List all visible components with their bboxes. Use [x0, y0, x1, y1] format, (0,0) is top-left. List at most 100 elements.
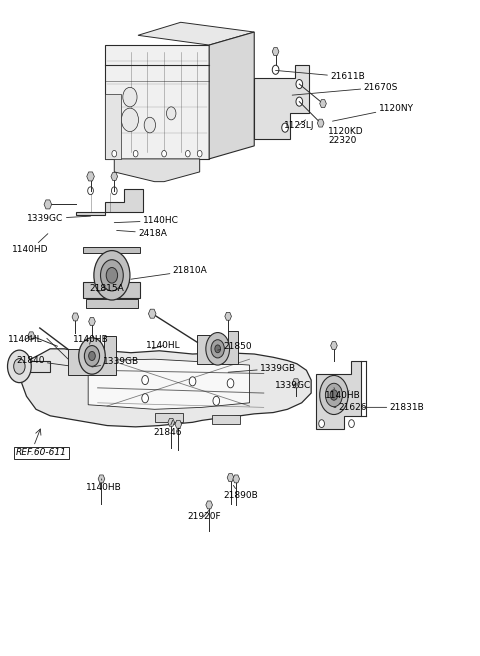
- Circle shape: [348, 420, 354, 428]
- Circle shape: [197, 150, 202, 157]
- Polygon shape: [84, 282, 140, 298]
- Circle shape: [89, 352, 96, 361]
- Polygon shape: [88, 359, 250, 409]
- Circle shape: [330, 390, 338, 400]
- Circle shape: [296, 79, 302, 89]
- Polygon shape: [316, 361, 361, 429]
- Text: 1140HL: 1140HL: [8, 335, 42, 344]
- Polygon shape: [105, 94, 121, 159]
- Polygon shape: [89, 318, 96, 325]
- Circle shape: [162, 150, 167, 157]
- Text: 21831B: 21831B: [363, 403, 424, 412]
- Text: 1140HB: 1140HB: [325, 388, 361, 400]
- Circle shape: [106, 268, 118, 283]
- Text: 1123LJ: 1123LJ: [284, 120, 314, 130]
- Text: 21890B: 21890B: [223, 485, 258, 501]
- Polygon shape: [320, 100, 326, 108]
- Text: 1140HD: 1140HD: [12, 234, 49, 255]
- Text: 22320: 22320: [328, 136, 357, 145]
- Text: 1140HB: 1140HB: [73, 335, 109, 344]
- Text: 21670S: 21670S: [292, 83, 398, 95]
- Circle shape: [272, 65, 279, 74]
- Polygon shape: [76, 190, 143, 215]
- Polygon shape: [227, 474, 234, 482]
- Polygon shape: [209, 32, 254, 159]
- Polygon shape: [155, 413, 183, 422]
- Polygon shape: [206, 501, 213, 509]
- Polygon shape: [28, 332, 35, 340]
- Polygon shape: [68, 337, 116, 375]
- Polygon shape: [72, 313, 79, 321]
- Circle shape: [215, 345, 220, 353]
- Circle shape: [213, 396, 219, 405]
- Text: 1339GC: 1339GC: [275, 380, 312, 390]
- Polygon shape: [44, 200, 52, 209]
- Circle shape: [185, 150, 190, 157]
- Polygon shape: [175, 420, 181, 428]
- Polygon shape: [212, 415, 240, 424]
- Polygon shape: [331, 342, 337, 350]
- Polygon shape: [84, 247, 140, 253]
- Circle shape: [211, 340, 224, 358]
- Text: 1140HL: 1140HL: [146, 341, 180, 350]
- Circle shape: [112, 150, 117, 157]
- Text: REF.60-611: REF.60-611: [16, 449, 67, 457]
- Circle shape: [121, 108, 138, 132]
- Circle shape: [144, 117, 156, 133]
- Circle shape: [206, 333, 229, 365]
- Circle shape: [94, 251, 130, 300]
- Circle shape: [88, 187, 94, 195]
- Circle shape: [320, 375, 348, 415]
- Circle shape: [8, 350, 31, 382]
- Polygon shape: [272, 48, 279, 56]
- Polygon shape: [225, 312, 231, 320]
- Circle shape: [325, 383, 343, 407]
- Text: 21815A: 21815A: [89, 285, 124, 293]
- Text: 1140HC: 1140HC: [114, 216, 179, 225]
- Circle shape: [319, 420, 324, 428]
- Polygon shape: [233, 475, 240, 483]
- Text: 1140HB: 1140HB: [86, 479, 121, 492]
- Polygon shape: [138, 22, 254, 45]
- Polygon shape: [114, 159, 200, 182]
- Polygon shape: [22, 361, 50, 372]
- Circle shape: [227, 379, 234, 388]
- Circle shape: [79, 338, 105, 374]
- Text: 1339GC: 1339GC: [27, 215, 91, 223]
- Text: 1339GB: 1339GB: [228, 364, 296, 373]
- Text: 21611B: 21611B: [276, 70, 365, 81]
- Text: 21626: 21626: [334, 403, 367, 412]
- Circle shape: [189, 377, 196, 386]
- Circle shape: [296, 97, 302, 106]
- Polygon shape: [148, 309, 156, 318]
- Circle shape: [123, 87, 137, 107]
- Circle shape: [100, 260, 123, 291]
- Text: 2418A: 2418A: [117, 228, 167, 237]
- Polygon shape: [197, 331, 238, 364]
- Circle shape: [133, 150, 138, 157]
- Text: 1339GB: 1339GB: [92, 358, 140, 367]
- Polygon shape: [317, 119, 324, 127]
- Text: 21846: 21846: [154, 420, 182, 437]
- Polygon shape: [254, 64, 309, 139]
- Polygon shape: [292, 379, 300, 388]
- Circle shape: [84, 346, 99, 367]
- Polygon shape: [168, 419, 175, 426]
- Polygon shape: [22, 349, 311, 427]
- Polygon shape: [87, 172, 95, 181]
- Text: 1120KD: 1120KD: [328, 127, 364, 136]
- Text: 21920F: 21920F: [187, 510, 220, 521]
- Polygon shape: [98, 475, 105, 483]
- Text: 21810A: 21810A: [131, 266, 207, 279]
- Text: 1120NY: 1120NY: [333, 104, 414, 121]
- Circle shape: [142, 394, 148, 403]
- Polygon shape: [86, 299, 138, 308]
- Text: 21840: 21840: [16, 356, 68, 366]
- Polygon shape: [111, 173, 118, 180]
- Circle shape: [167, 107, 176, 120]
- Circle shape: [14, 359, 25, 374]
- Circle shape: [282, 123, 288, 133]
- Circle shape: [142, 375, 148, 384]
- Text: 21850: 21850: [218, 342, 252, 351]
- Circle shape: [111, 187, 117, 195]
